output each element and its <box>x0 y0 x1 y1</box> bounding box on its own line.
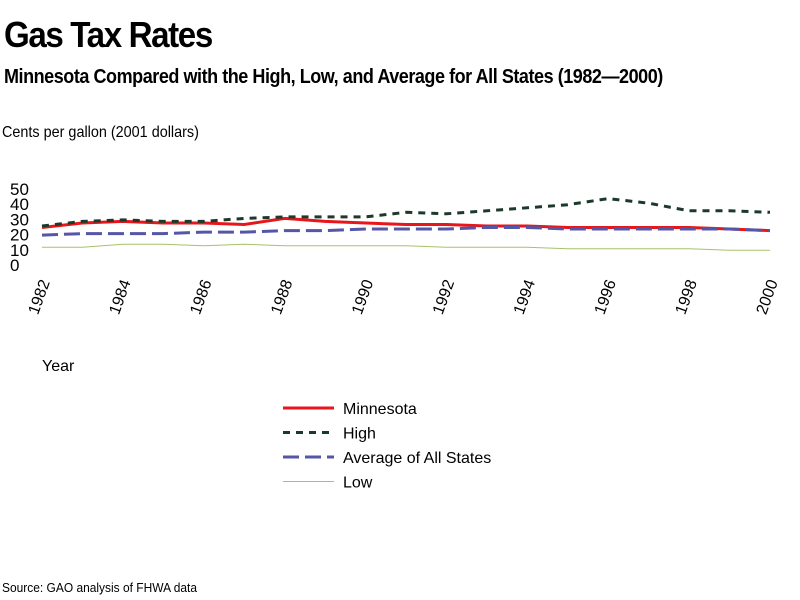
y-tick-label: 30 <box>10 210 29 229</box>
chart-subtitle: Minnesota Compared with the High, Low, a… <box>4 66 663 88</box>
source-note: Source: GAO analysis of FHWA data <box>2 580 197 595</box>
series-line-average-of-all-states <box>41 226 771 237</box>
chart-title: Gas Tax Rates <box>4 14 213 55</box>
y-tick-label: 50 <box>10 180 29 199</box>
y-tick-label: 10 <box>10 241 29 260</box>
x-tick-label: 1990 <box>349 277 377 316</box>
x-tick-label: 1984 <box>106 277 134 316</box>
legend-label: Average of All States <box>343 450 491 467</box>
y-tick-label: 0 <box>10 256 19 275</box>
x-tick-label: 1992 <box>430 277 458 316</box>
y-tick-label: 20 <box>10 226 29 245</box>
x-tick-label: 1994 <box>511 277 539 316</box>
legend-label: High <box>343 426 376 443</box>
series-line-low <box>42 243 770 251</box>
series-line-high <box>41 197 771 228</box>
x-tick-label: 1998 <box>673 277 701 316</box>
x-tick-label: 1982 <box>26 277 54 316</box>
x-tick-label: 2000 <box>754 277 782 316</box>
x-tick-label: 1988 <box>268 277 296 316</box>
x-tick-label: 1986 <box>187 277 215 316</box>
x-tick-label: 1996 <box>592 277 620 316</box>
y-axis-label: Cents per gallon (2001 dollars) <box>2 124 199 141</box>
legend-label: Low <box>343 475 373 492</box>
x-axis-label: Year <box>42 358 75 375</box>
legend-label: Minnesota <box>343 401 417 418</box>
y-tick-label: 40 <box>10 195 29 214</box>
